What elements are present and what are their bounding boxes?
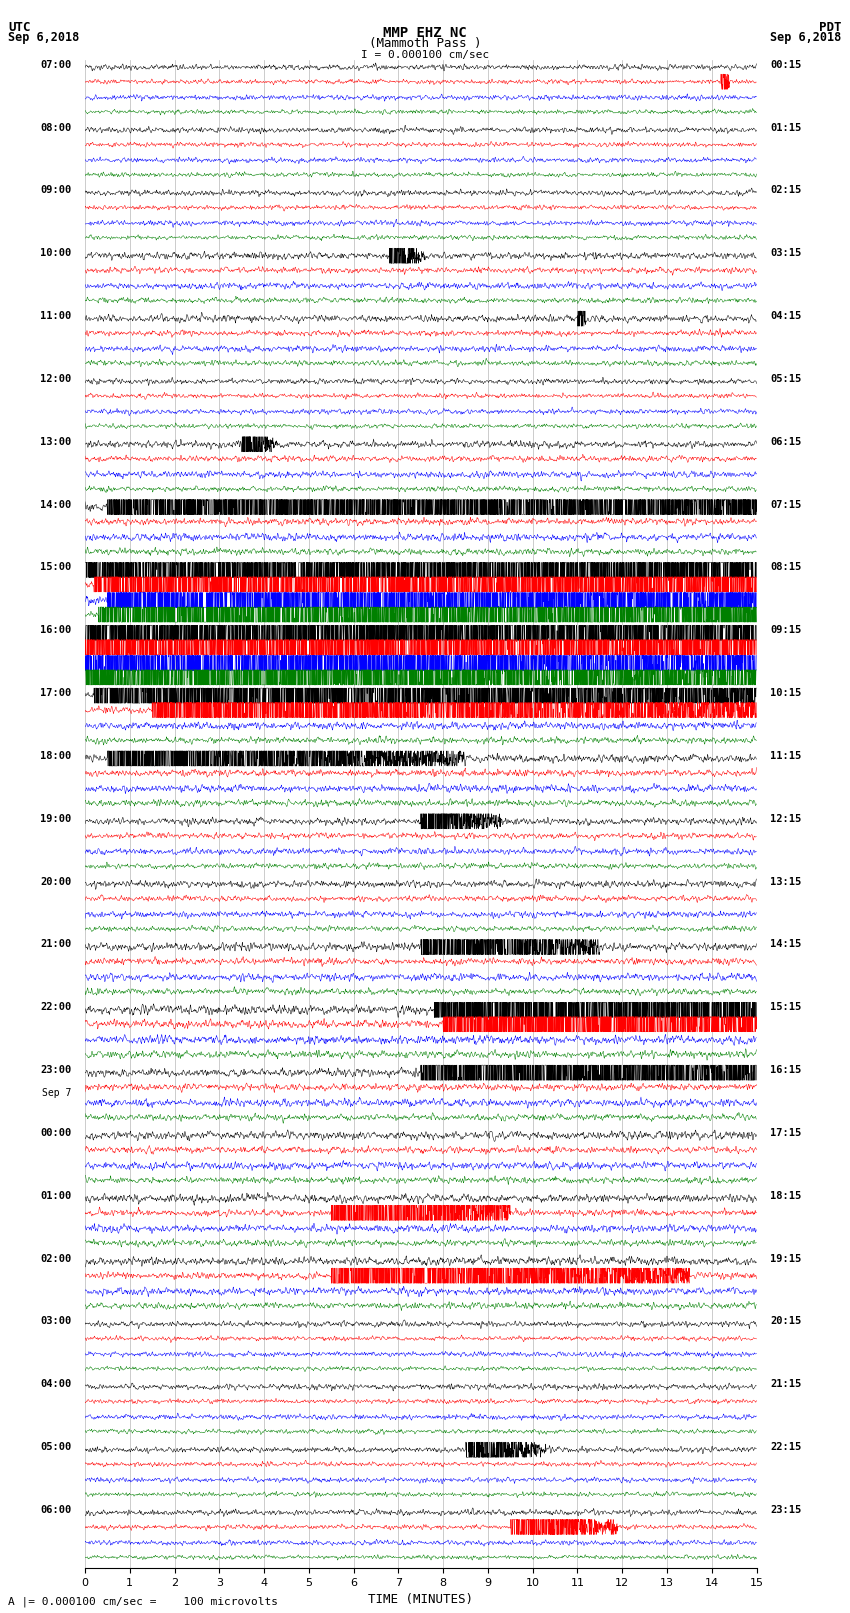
Text: 21:15: 21:15	[770, 1379, 802, 1389]
Text: 03:00: 03:00	[40, 1316, 71, 1326]
Text: 07:00: 07:00	[40, 60, 71, 69]
Text: 10:15: 10:15	[770, 689, 802, 698]
Text: 22:15: 22:15	[770, 1442, 802, 1452]
Text: MMP EHZ NC: MMP EHZ NC	[383, 26, 467, 39]
Text: 10:00: 10:00	[40, 248, 71, 258]
Text: 19:00: 19:00	[40, 815, 71, 824]
Text: 02:00: 02:00	[40, 1253, 71, 1263]
Text: 17:15: 17:15	[770, 1127, 802, 1137]
Text: 14:00: 14:00	[40, 500, 71, 510]
Text: 20:00: 20:00	[40, 876, 71, 887]
Text: 11:00: 11:00	[40, 311, 71, 321]
Text: 16:00: 16:00	[40, 626, 71, 636]
Text: 17:00: 17:00	[40, 689, 71, 698]
Text: (Mammoth Pass ): (Mammoth Pass )	[369, 37, 481, 50]
Text: 18:15: 18:15	[770, 1190, 802, 1200]
Text: 05:00: 05:00	[40, 1442, 71, 1452]
Text: 23:15: 23:15	[770, 1505, 802, 1515]
Text: 02:15: 02:15	[770, 185, 802, 195]
Text: 18:00: 18:00	[40, 752, 71, 761]
Text: 16:15: 16:15	[770, 1065, 802, 1076]
Text: 13:00: 13:00	[40, 437, 71, 447]
Text: 11:15: 11:15	[770, 752, 802, 761]
Text: 21:00: 21:00	[40, 939, 71, 950]
Text: 04:15: 04:15	[770, 311, 802, 321]
Text: 00:15: 00:15	[770, 60, 802, 69]
Text: 15:15: 15:15	[770, 1002, 802, 1013]
Text: 07:15: 07:15	[770, 500, 802, 510]
X-axis label: TIME (MINUTES): TIME (MINUTES)	[368, 1594, 473, 1607]
Text: 09:15: 09:15	[770, 626, 802, 636]
Text: 05:15: 05:15	[770, 374, 802, 384]
Text: 01:15: 01:15	[770, 123, 802, 132]
Text: 01:00: 01:00	[40, 1190, 71, 1200]
Text: UTC: UTC	[8, 21, 31, 34]
Text: 13:15: 13:15	[770, 876, 802, 887]
Text: Sep 7: Sep 7	[42, 1089, 71, 1098]
Text: PDT: PDT	[819, 21, 842, 34]
Text: 09:00: 09:00	[40, 185, 71, 195]
Text: 19:15: 19:15	[770, 1253, 802, 1263]
Text: 22:00: 22:00	[40, 1002, 71, 1013]
Text: Sep 6,2018: Sep 6,2018	[770, 31, 842, 44]
Text: 12:00: 12:00	[40, 374, 71, 384]
Text: I = 0.000100 cm/sec: I = 0.000100 cm/sec	[361, 50, 489, 60]
Text: A |= 0.000100 cm/sec =    100 microvolts: A |= 0.000100 cm/sec = 100 microvolts	[8, 1595, 279, 1607]
Text: 14:15: 14:15	[770, 939, 802, 950]
Text: 15:00: 15:00	[40, 563, 71, 573]
Text: 03:15: 03:15	[770, 248, 802, 258]
Text: 20:15: 20:15	[770, 1316, 802, 1326]
Text: Sep 6,2018: Sep 6,2018	[8, 31, 80, 44]
Text: 00:00: 00:00	[40, 1127, 71, 1137]
Text: 12:15: 12:15	[770, 815, 802, 824]
Text: 08:00: 08:00	[40, 123, 71, 132]
Text: 06:15: 06:15	[770, 437, 802, 447]
Text: 08:15: 08:15	[770, 563, 802, 573]
Text: 04:00: 04:00	[40, 1379, 71, 1389]
Text: 06:00: 06:00	[40, 1505, 71, 1515]
Text: 23:00: 23:00	[40, 1065, 71, 1076]
